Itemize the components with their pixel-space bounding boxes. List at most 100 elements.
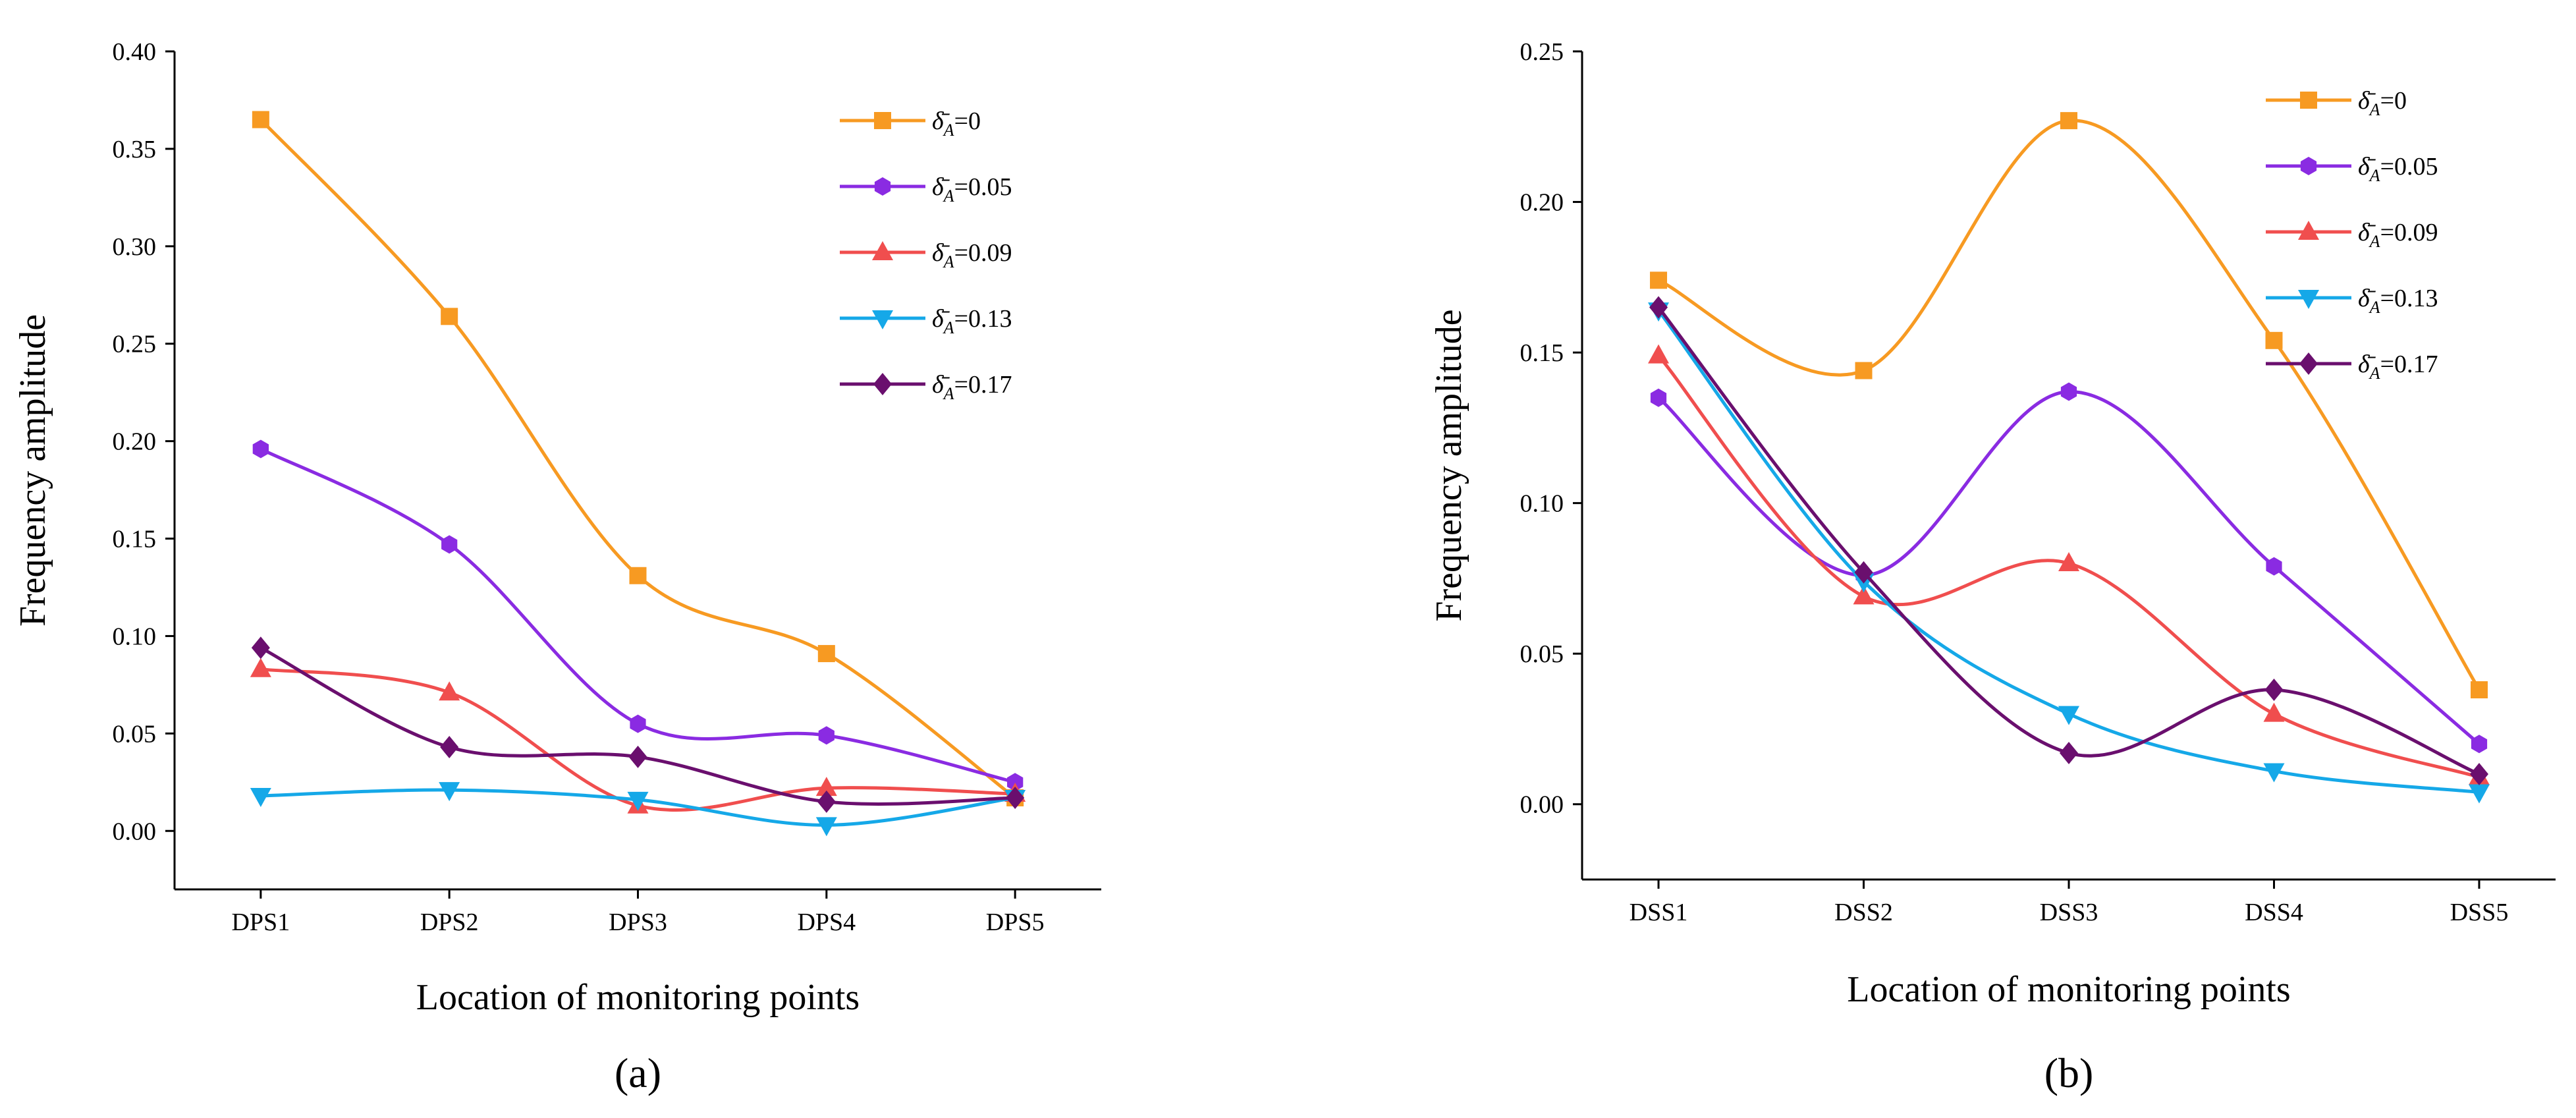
legend-marker	[2298, 221, 2319, 240]
legend-value: =0.05	[954, 173, 1012, 201]
data-point	[2263, 763, 2285, 783]
chart-b: 0.00 0.05 0.10 0.15 0.20 0.25 DSS1 DSS2 DSS3 DSS4…	[1429, 38, 2556, 1096]
data-point	[629, 567, 647, 584]
legend-subscript: A	[943, 186, 954, 206]
legend-value: =0.17	[2380, 350, 2438, 378]
legend-subscript: A	[2369, 298, 2380, 317]
legend-subscript: A	[2369, 100, 2380, 119]
data-point	[630, 714, 646, 733]
x-tick-label: DPS3	[609, 908, 667, 936]
series-line	[260, 667, 1016, 812]
data-point	[1854, 561, 1873, 584]
legend-value: =0	[2380, 87, 2407, 115]
data-point	[250, 788, 271, 808]
panel-label: (a)	[615, 1049, 661, 1096]
data-point	[441, 535, 458, 554]
legend-label: δ̄A=0.13	[932, 305, 1012, 337]
y-tick-label: 0.25	[1520, 38, 1564, 66]
data-point	[252, 111, 269, 128]
x-axis-title: Location of monitoring points	[1847, 969, 2290, 1010]
data-point	[1006, 786, 1025, 809]
legend-value: =0	[954, 107, 981, 135]
data-point	[818, 726, 835, 745]
legend-value: =0.09	[954, 239, 1012, 267]
legend-subscript: A	[943, 252, 954, 271]
data-point	[2470, 681, 2488, 699]
chart-a: 0.00 0.05 0.10 0.15 0.20 0.25 0.30 0.35 0.40 DPS1…	[13, 38, 1101, 1096]
data-point	[628, 745, 647, 768]
y-tick-label: 0.00	[113, 818, 157, 845]
y-tick-label: 0.35	[113, 136, 157, 163]
legend-label: δ̄A=0.05	[932, 173, 1012, 206]
data-point	[1007, 773, 1024, 792]
legend-marker	[872, 310, 893, 329]
x-tick-label: DSS2	[1834, 899, 1893, 926]
y-tick-label: 0.20	[1520, 189, 1564, 217]
data-point	[627, 791, 649, 811]
data-point	[439, 681, 460, 701]
legend-marker	[2300, 157, 2317, 175]
data-point	[439, 782, 460, 802]
legend-subscript: A	[943, 318, 954, 337]
legend-value: =0.17	[954, 371, 1012, 399]
data-point	[2060, 112, 2077, 130]
legend-label: δ̄A=0.13	[2358, 285, 2438, 317]
y-tick-label: 0.20	[113, 428, 157, 456]
data-point	[815, 817, 837, 837]
data-point	[252, 439, 269, 459]
x-tick-label: DPS4	[797, 908, 856, 936]
data-point	[817, 645, 835, 663]
legend-value: =0.13	[2380, 285, 2438, 312]
data-point	[2060, 742, 2078, 765]
data-point	[2469, 763, 2488, 786]
y-tick-label: 0.10	[113, 623, 157, 650]
legend-marker	[874, 177, 891, 196]
x-tick-label: DSS3	[2040, 899, 2098, 926]
legend-label: δ̄A=0.17	[2358, 350, 2438, 383]
data-point	[1650, 271, 1668, 289]
legend-subscript: A	[943, 121, 954, 140]
panel-label: (b)	[2044, 1049, 2094, 1096]
legend-label: δ̄A=0.09	[932, 239, 1012, 271]
data-point	[2263, 702, 2285, 722]
y-tick-label: 0.05	[1520, 640, 1564, 668]
legend-subscript: A	[2369, 232, 2380, 251]
legend-subscript: A	[943, 384, 954, 403]
y-tick-label: 0.05	[113, 720, 157, 748]
data-point	[2265, 331, 2283, 349]
series-line	[1657, 119, 2481, 691]
data-point	[2264, 679, 2284, 702]
y-axis-title: Frequency amplitude	[13, 314, 53, 627]
data-point	[250, 657, 271, 677]
data-point	[2471, 735, 2488, 754]
y-tick-label: 0.10	[1520, 490, 1564, 518]
series-line	[260, 118, 1016, 799]
data-point	[1853, 585, 1875, 605]
x-axis-title: Location of monitoring points	[416, 977, 860, 1018]
x-tick-label: DPS5	[986, 908, 1045, 936]
series-line	[1657, 309, 2480, 794]
data-point	[1855, 362, 1873, 379]
legend-marker	[2300, 92, 2317, 109]
series-line	[1657, 306, 2480, 776]
legend-subscript: A	[2369, 166, 2380, 185]
legend-marker	[872, 241, 893, 260]
y-tick-label: 0.40	[113, 38, 157, 66]
legend-label: δ̄A=0	[932, 107, 981, 140]
legend-marker	[2299, 352, 2318, 375]
data-point	[2060, 382, 2077, 401]
data-point	[1649, 296, 1668, 319]
legend-subscript: A	[2369, 364, 2380, 383]
data-point	[441, 308, 458, 325]
data-point	[440, 736, 459, 759]
data-point	[251, 636, 270, 659]
data-point	[1648, 344, 1670, 364]
legend-marker	[874, 112, 891, 129]
data-point	[1650, 388, 1667, 407]
x-tick-label: DPS1	[231, 908, 290, 936]
legend-label: δ̄A=0	[2358, 87, 2407, 119]
legend-label: δ̄A=0.17	[932, 371, 1012, 403]
legend-marker	[873, 373, 892, 395]
